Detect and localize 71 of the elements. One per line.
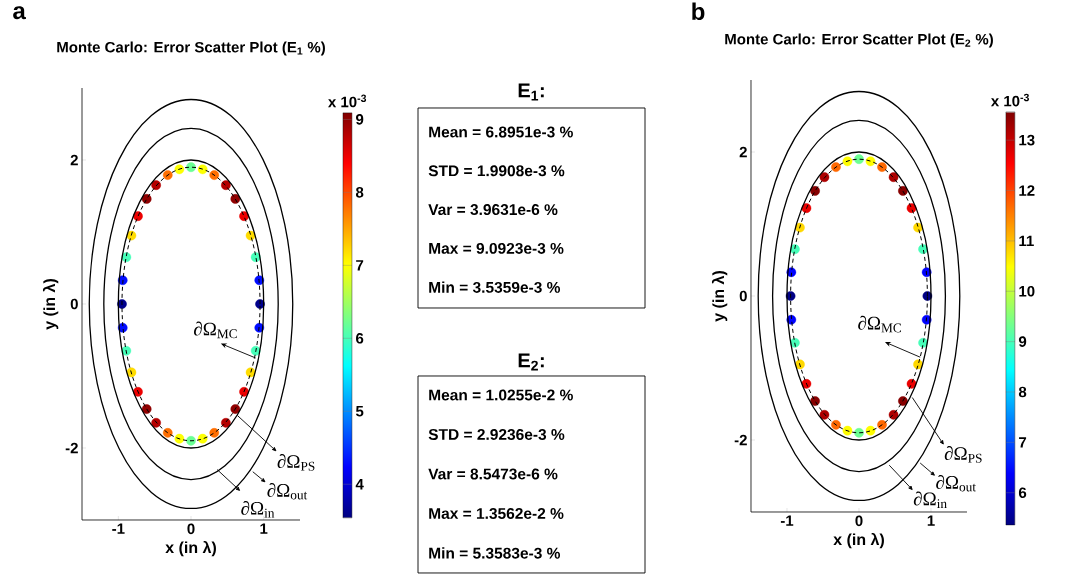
color-bar-label: 12 <box>1019 185 1035 196</box>
annotation: ∂Ω$_{PS}$ <box>277 454 315 471</box>
color-bar-label: 13 <box>1019 134 1035 146</box>
text: E$_{2}$: <box>518 353 544 371</box>
y-tick-label: -2 <box>65 442 78 454</box>
annotation: ∂Ω$_{out}$ <box>267 482 308 500</box>
color-bar-label: 7 <box>1019 437 1027 448</box>
color-bar-label: 10 <box>1019 285 1035 297</box>
point <box>186 435 196 446</box>
annotation: ∂Ω$_{out}$ <box>936 474 976 492</box>
annotation: ∂Ω$_{PS}$ <box>944 446 982 463</box>
x-tick-label: -1 <box>112 523 125 534</box>
point <box>174 164 185 175</box>
point <box>186 162 196 172</box>
color-bar-title: x 10$^{-3}$ <box>328 94 367 108</box>
point <box>888 172 899 182</box>
text: Var = 3.9631e-6 % <box>428 204 558 216</box>
point <box>141 404 152 414</box>
point <box>221 417 231 428</box>
annotation: ∂Ω$_{MC}$ <box>858 315 901 333</box>
point <box>854 427 864 438</box>
point <box>162 170 173 180</box>
text: Mean = 1.0255e-2 % <box>429 389 573 401</box>
x-tick-label: -1 <box>780 515 794 526</box>
annotation: ∂Ω$_{MC}$ <box>193 321 237 339</box>
text: Mean = 6.8951e-3 % <box>429 126 573 138</box>
text: a <box>13 6 26 20</box>
y-tick-label: 0 <box>70 298 78 310</box>
chart-title: Monte Carlo: Error Scatter Plot (E$_{2}$ %) <box>725 33 993 48</box>
y-axis-title: y (in λ) <box>42 279 59 330</box>
point <box>842 156 853 167</box>
x-tick-label: 1 <box>260 523 268 534</box>
text: E$_{1}$: <box>518 83 544 101</box>
point <box>854 154 864 164</box>
point <box>209 170 220 180</box>
x-tick-label: 1 <box>927 515 935 526</box>
text: Min = 5.3583e-3 % <box>429 547 561 559</box>
y-axis-title: y (in λ) <box>711 271 728 322</box>
color-bar-label: 8 <box>1018 386 1027 398</box>
color-bar-label: 6 <box>1018 487 1027 499</box>
color-bar-label: 9 <box>356 114 364 125</box>
color-bar-label: 5 <box>355 406 364 417</box>
y-tick-label: 0 <box>739 290 747 302</box>
x-tick-label: 0 <box>187 523 195 535</box>
text: STD = 2.9236e-3 % <box>428 428 565 440</box>
text: Max = 1.3562e-2 % <box>429 507 564 519</box>
annotation: ∂Ω$_{in}$ <box>913 491 947 509</box>
text: Max = 9.0923e-3 % <box>429 242 564 254</box>
x-axis-title: x (in λ) <box>165 541 216 557</box>
point <box>831 162 841 172</box>
text: Min = 3.5359e-3 % <box>429 281 561 293</box>
color-bar-label: 8 <box>355 187 364 198</box>
annotation: ∂Ω$_{in}$ <box>241 500 275 518</box>
x-axis-title: x (in λ) <box>833 533 884 549</box>
y-tick-label: -2 <box>734 434 747 446</box>
color-bar-title: x 10$^{-3}$ <box>990 93 1029 107</box>
x-tick-label: 0 <box>855 515 863 527</box>
color-bar-label: 9 <box>1018 336 1027 347</box>
color-bar-label: 6 <box>356 333 364 344</box>
color-bar-label: 11 <box>1019 235 1034 247</box>
point <box>197 164 208 175</box>
point <box>819 172 830 182</box>
point <box>877 162 887 172</box>
y-tick-label: 2 <box>739 146 747 158</box>
text: Var = 8.5473e-6 % <box>428 468 558 480</box>
color-bar-label: 7 <box>356 260 364 271</box>
color-bar-label: 4 <box>355 479 364 490</box>
y-tick-label: 2 <box>70 154 78 166</box>
text: STD = 1.9908e-3 % <box>428 165 565 177</box>
chart-title: Monte Carlo: Error Scatter Plot (E$_{1}$ %) <box>57 41 325 56</box>
text: b <box>692 2 705 21</box>
